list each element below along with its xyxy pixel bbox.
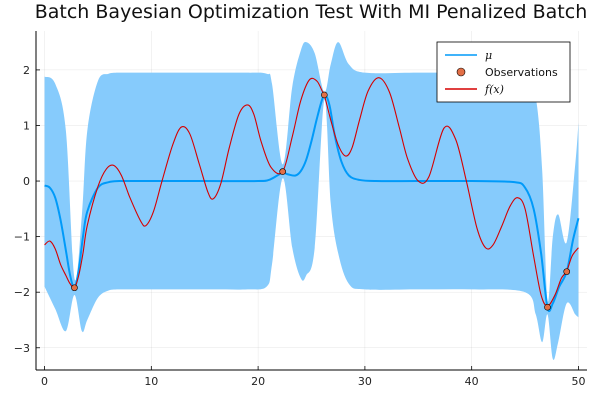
legend-swatch-marker	[456, 67, 466, 77]
y-tick-label: 1	[23, 119, 30, 132]
confidence-band	[44, 42, 579, 360]
ticks: 0 10 20 30 40 50 −3 −2 −1 0 1 2	[14, 64, 586, 388]
x-tick-label: 10	[144, 375, 158, 388]
x-tick-label: 50	[571, 375, 585, 388]
plot-area	[44, 42, 580, 360]
y-tick-label: −3	[14, 342, 30, 355]
observation-point	[563, 268, 571, 275]
chart-title: Batch Bayesian Optimization Test With MI…	[35, 1, 588, 23]
objective-line	[44, 77, 579, 307]
legend-label: Observations	[485, 66, 558, 79]
y-tick-label: 0	[23, 175, 30, 188]
x-tick-label: 30	[358, 375, 372, 388]
x-tick-label: 0	[41, 375, 48, 388]
y-tick-label: −2	[14, 286, 30, 299]
y-tick-label: −1	[14, 231, 30, 244]
legend-label: μ	[485, 49, 492, 62]
legend-label: f(x)	[484, 83, 504, 96]
axes	[35, 31, 587, 371]
observation-point	[544, 303, 551, 311]
observation-point	[71, 284, 78, 292]
legend: μ Observations f(x)	[436, 41, 571, 103]
observation-point	[321, 91, 328, 99]
x-tick-label: 20	[251, 375, 265, 388]
y-tick-label: 2	[23, 64, 30, 77]
x-tick-label: 40	[465, 375, 479, 388]
observation-point	[279, 168, 286, 175]
mean-line	[44, 93, 580, 313]
